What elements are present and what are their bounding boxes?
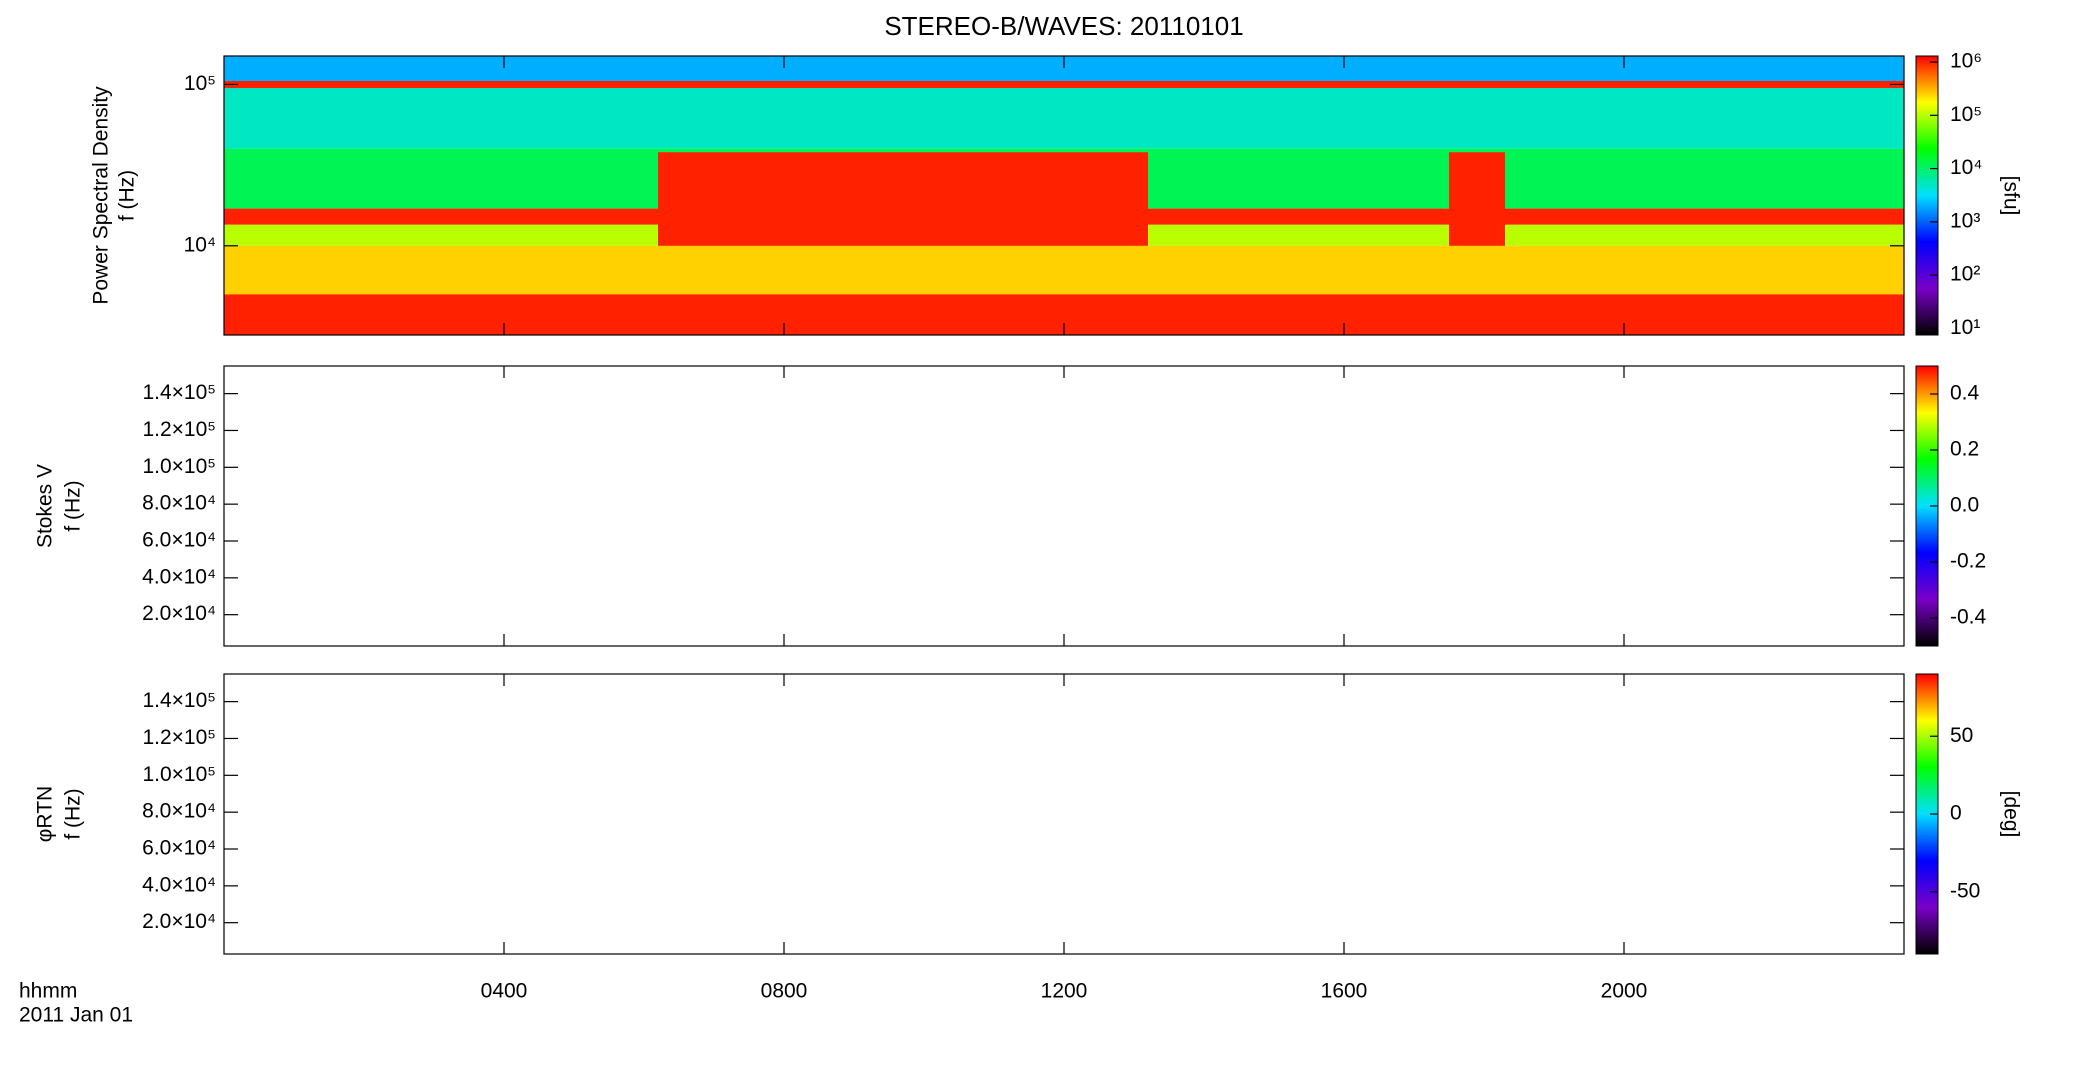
x-tick-label: 1600 [1321,980,1368,1003]
y-tick-label: 4.0×10⁴ [142,873,216,896]
colorbar-tick-label: 10⁶ [1950,50,1982,73]
x-tick-label: 1200 [1041,980,1088,1003]
x-tick-label: 0800 [761,980,808,1003]
y-axis-label: Stokes V [34,464,57,548]
y-tick-label: 10⁵ [184,72,216,95]
colorbar-label: [sfu] [1999,176,2022,216]
y-tick-label: 1.4×10⁵ [142,689,216,712]
colorbar-tick-label: 10² [1950,263,1980,286]
spectrogram-band [224,88,1904,149]
colorbar-tick-label: 0.4 [1950,382,1980,405]
colorbar-label: [deg] [1999,791,2022,838]
x-axis-label: 2011 Jan 01 [19,1004,133,1027]
y-axis-label: φRTN [34,786,57,842]
y-tick-label: 4.0×10⁴ [142,565,216,588]
spectrogram-band [224,245,1904,295]
colorbar [1915,55,1939,336]
colorbar-tick-label: 50 [1950,724,1973,747]
x-axis-label: hhmm [19,980,77,1003]
x-tick-label: 2000 [1601,980,1648,1003]
y-tick-label: 1.0×10⁵ [142,763,216,786]
spectrogram-band [658,152,1148,246]
y-axis-label: f (Hz) [62,480,85,531]
y-tick-label: 8.0×10⁴ [142,800,216,823]
y-axis-label: f (Hz) [116,170,139,221]
y-axis-label: f (Hz) [62,788,85,839]
colorbar-tick-label: -0.2 [1950,550,1986,573]
y-tick-label: 1.2×10⁵ [142,726,216,749]
y-tick-label: 6.0×10⁴ [142,837,216,860]
y-axis-label: Power Spectral Density [90,86,113,305]
y-tick-label: 8.0×10⁴ [142,492,216,515]
x-tick-label: 0400 [481,980,528,1003]
colorbar-tick-label: -50 [1950,879,1980,902]
colorbar-tick-label: 0 [1950,802,1962,825]
spectrogram-band [224,80,1904,89]
colorbar-tick-label: -0.4 [1950,606,1987,629]
y-tick-label: 10⁴ [184,233,216,256]
colorbar-tick-label: 10¹ [1950,316,1980,339]
panel: 2.0×10⁴ 4.0×10⁴ 6.0×10⁴ 8.0×10⁴ 1.0×10⁵ 1.2×1… [34,673,2022,1003]
y-tick-label: 2.0×10⁴ [142,602,216,625]
y-tick-label: 1.2×10⁵ [142,418,216,441]
y-tick-label: 2.0×10⁴ [142,910,216,933]
colorbar-tick-label: 0.2 [1950,438,1979,461]
colorbar-tick-label: 10³ [1950,209,1980,232]
colorbar-tick-label: 10⁴ [1950,156,1982,179]
y-tick-label: 1.0×10⁵ [142,455,216,478]
colorbar-tick-label: 0.0 [1950,494,1979,517]
y-tick-label: 1.4×10⁵ [142,381,216,404]
panel: 10⁴ 10⁵ Power Spectral Density f (Hz) 10¹ 10²… [90,50,2023,339]
panel: 2.0×10⁴ 4.0×10⁴ 6.0×10⁴ 8.0×10⁴ 1.0×10⁵ 1.2×1… [34,365,1987,647]
colorbar-tick-label: 10⁵ [1950,103,1982,126]
spectrogram-band [1449,152,1505,246]
y-tick-label: 6.0×10⁴ [142,529,216,552]
chart-title: STEREO-B/WAVES: 20110101 [884,11,1243,41]
